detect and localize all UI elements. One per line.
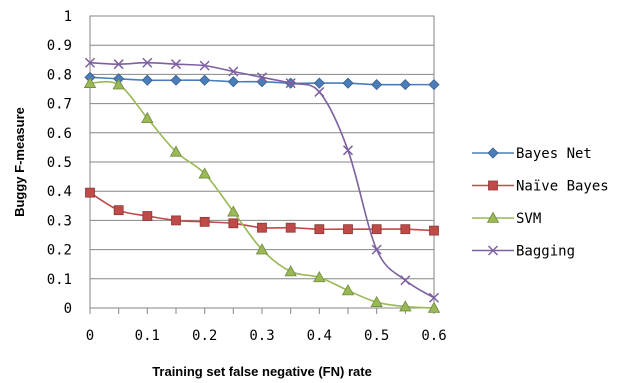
- data-point-bayes-net: [342, 77, 354, 89]
- data-point-bagging: [228, 66, 239, 77]
- y-axis-title: Buggy F-measure: [12, 107, 27, 217]
- data-point-bayes-net: [399, 79, 411, 91]
- data-point-bagging: [342, 145, 354, 156]
- data-point-bayes-net: [313, 77, 325, 89]
- data-point-bayes-net: [428, 79, 440, 91]
- legend-label: Naïve Bayes: [516, 179, 609, 195]
- legend-item-svm: SVM: [472, 211, 541, 227]
- data-point-na-ve-bayes: [257, 222, 267, 233]
- data-point-svm: [284, 265, 297, 277]
- y-tick-label: 0.6: [47, 126, 72, 142]
- data-point-svm: [198, 167, 211, 179]
- legend-item-bagging: Bagging: [472, 244, 575, 260]
- data-point-na-ve-bayes: [171, 215, 181, 226]
- legend-marker: [488, 180, 498, 191]
- data-point-bayes-net: [227, 76, 239, 88]
- data-point-bagging: [84, 57, 96, 68]
- x-tick-label: 0.3: [249, 328, 274, 344]
- data-point-na-ve-bayes: [228, 218, 239, 229]
- data-point-na-ve-bayes: [285, 222, 296, 233]
- data-point-bagging: [400, 275, 411, 286]
- legend-label: Bagging: [516, 244, 575, 260]
- y-tick-label: 0.3: [47, 213, 72, 229]
- series-bagging: [84, 57, 440, 303]
- data-point-na-ve-bayes: [429, 225, 439, 236]
- series-line-bagging: [89, 61, 435, 299]
- x-tick-label: 0.5: [364, 328, 389, 344]
- data-point-svm: [313, 271, 326, 283]
- data-point-bagging: [285, 78, 296, 89]
- legend-label: Bayes Net: [516, 146, 592, 162]
- y-tick-label: 0.2: [47, 243, 72, 259]
- data-point-svm: [370, 295, 383, 307]
- data-point-na-ve-bayes: [199, 216, 210, 227]
- data-point-svm: [169, 145, 183, 157]
- data-point-bayes-net: [371, 79, 383, 91]
- data-point-bagging: [113, 59, 124, 70]
- data-point-na-ve-bayes: [85, 187, 95, 198]
- data-point-na-ve-bayes: [371, 224, 382, 235]
- legend: Bayes Net Naïve Bayes SVM Bagging: [472, 146, 609, 260]
- data-point-bagging: [428, 292, 440, 303]
- x-tick-label: 0.4: [307, 328, 332, 344]
- x-tick-label: 0.6: [421, 328, 446, 344]
- y-tick-label: 0.8: [47, 67, 72, 83]
- x-tick-label: 0.2: [192, 328, 217, 344]
- data-point-svm: [227, 205, 240, 217]
- data-point-bayes-net: [141, 74, 153, 86]
- legend-marker: [487, 245, 499, 256]
- data-point-bayes-net: [170, 74, 182, 86]
- legend-item-na-ve-bayes: Naïve Bayes: [472, 179, 609, 195]
- y-tick-label: 1: [64, 9, 72, 25]
- series-bayes-net: [84, 71, 440, 91]
- y-tick-label: 0.5: [47, 155, 72, 171]
- y-axis-ticks: 0 0.1 0.2 0.3 0.4 0.5 0.6 0.7 0.8 0.9 1: [47, 9, 72, 317]
- x-tick-label: 0.1: [135, 328, 160, 344]
- series-na-ve-bayes: [85, 187, 439, 236]
- legend-marker: [486, 211, 500, 223]
- data-point-svm: [112, 78, 125, 90]
- data-point-na-ve-bayes: [400, 224, 411, 235]
- data-point-svm: [399, 300, 412, 312]
- data-point-bagging: [170, 59, 182, 70]
- legend-marker: [487, 147, 499, 159]
- data-point-na-ve-bayes: [113, 205, 124, 216]
- y-tick-label: 0.1: [47, 272, 72, 288]
- x-axis-title: Training set false negative (FN) rate: [152, 364, 372, 379]
- data-point-bagging: [314, 86, 325, 97]
- series-line-svm: [89, 80, 435, 309]
- series-svm: [83, 76, 441, 313]
- gridlines: [90, 15, 434, 309]
- data-point-na-ve-bayes: [343, 224, 353, 235]
- data-point-bagging: [142, 57, 153, 68]
- data-point-bagging: [371, 244, 382, 255]
- data-point-bagging: [256, 72, 268, 83]
- y-tick-label: 0.7: [47, 97, 72, 113]
- data-point-svm: [427, 301, 441, 313]
- data-point-svm: [141, 111, 154, 123]
- data-point-bayes-net: [199, 74, 211, 86]
- legend-label: SVM: [516, 211, 541, 227]
- legend-item-bayes-net: Bayes Net: [472, 146, 592, 162]
- data-point-svm: [83, 76, 97, 88]
- y-tick-label: 0.4: [47, 184, 72, 200]
- data-point-na-ve-bayes: [142, 211, 153, 221]
- y-tick-label: 0: [64, 301, 72, 317]
- data-point-svm: [341, 284, 355, 296]
- x-tick-label: 0: [86, 328, 94, 344]
- data-point-na-ve-bayes: [314, 224, 325, 235]
- data-point-bagging: [199, 60, 210, 71]
- data-point-svm: [255, 243, 269, 255]
- series-group: [83, 57, 441, 313]
- x-axis-ticks: 0 0.1 0.2 0.3 0.4 0.5 0.6: [86, 308, 447, 344]
- y-tick-label: 0.9: [47, 38, 72, 54]
